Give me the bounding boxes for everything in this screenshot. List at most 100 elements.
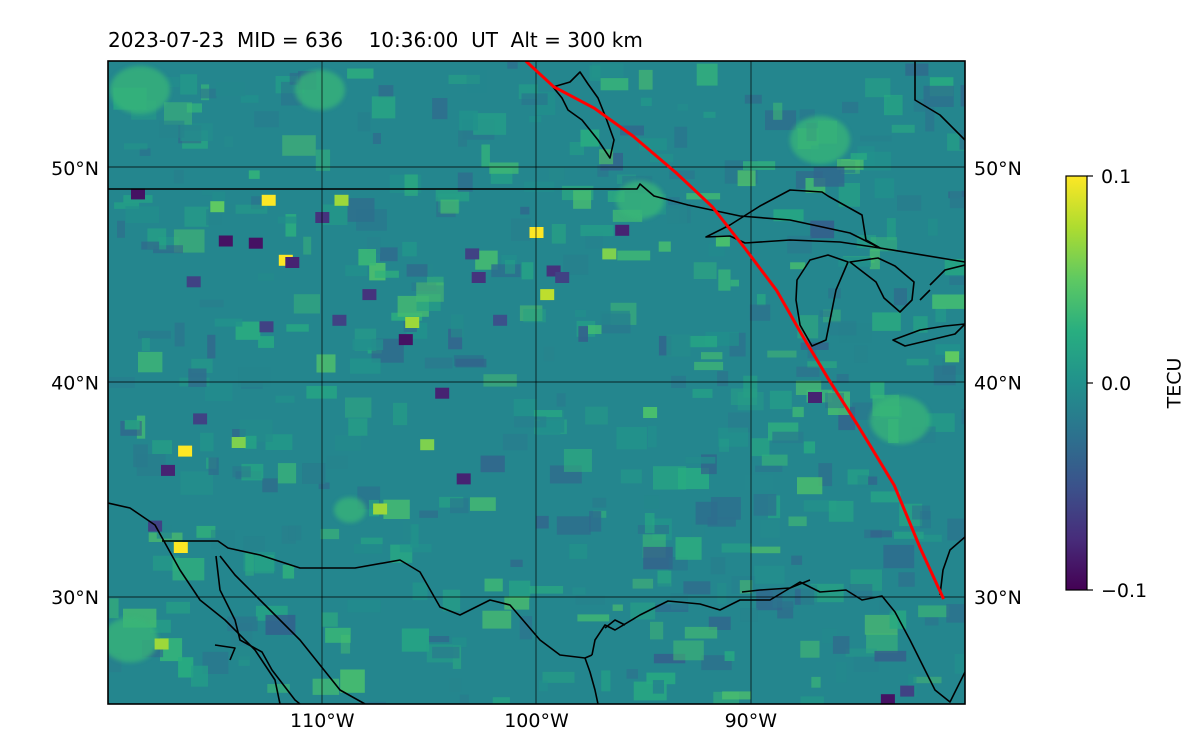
texture-cell <box>717 371 729 387</box>
texture-cell <box>811 676 821 688</box>
texture-cell <box>961 190 965 197</box>
texture-cell <box>701 352 723 360</box>
texture-cell <box>947 518 965 541</box>
texture-cell <box>597 164 609 177</box>
texture-cell <box>800 584 818 606</box>
texture-cell <box>178 657 194 678</box>
texture-cell <box>401 628 429 652</box>
texture-cell <box>669 170 695 180</box>
texture-cell <box>836 159 864 170</box>
texture-cell <box>868 476 878 485</box>
texture-cell <box>719 438 730 452</box>
texture-cell <box>138 330 171 339</box>
texture-cell <box>677 103 689 111</box>
x-tick-label: 100°W <box>504 710 569 732</box>
texture-cell <box>267 684 290 693</box>
texture-cell <box>334 435 361 451</box>
texture-cell <box>125 206 160 223</box>
texture-cell <box>960 85 965 107</box>
anomaly-cell <box>602 248 617 260</box>
texture-cell <box>580 225 614 237</box>
texture-cell <box>419 510 438 518</box>
texture-cell <box>755 465 783 472</box>
texture-cell <box>519 616 533 640</box>
texture-cell <box>172 558 205 581</box>
texture-cell <box>282 135 316 156</box>
texture-cell <box>428 636 450 643</box>
texture-cell <box>845 648 877 657</box>
anomaly-cell <box>540 289 555 301</box>
x-tick-label: 110°W <box>290 710 355 732</box>
texture-cell <box>481 144 490 167</box>
texture-cell <box>707 517 736 527</box>
texture-cell <box>761 454 788 466</box>
texture-cell <box>644 513 655 534</box>
texture-cell <box>507 61 518 69</box>
anomaly-cell <box>398 334 413 346</box>
texture-cell <box>440 199 459 214</box>
texture-cell <box>356 209 387 231</box>
texture-cell <box>918 605 950 618</box>
texture-cell <box>109 598 119 619</box>
chart-title: 2023-07-23 MID = 636 10:36:00 UT Alt = 3… <box>108 28 643 52</box>
anomaly-cell <box>259 321 274 333</box>
texture-cell <box>769 390 792 410</box>
texture-cell <box>649 153 674 163</box>
texture-cell <box>838 183 860 207</box>
texture-cell <box>675 537 702 560</box>
texture-cell <box>810 583 844 603</box>
texture-cell <box>424 263 433 277</box>
anomaly-cell <box>465 248 480 260</box>
lake-michigan <box>795 254 849 347</box>
texture-cell <box>739 580 753 594</box>
anomaly-cell <box>643 407 658 418</box>
texture-cell <box>854 345 868 363</box>
colorbar-label: TECU <box>1164 358 1186 410</box>
texture-cell <box>108 377 135 388</box>
texture-cell <box>371 96 396 119</box>
texture-cell <box>535 515 549 529</box>
map-frame <box>107 60 966 705</box>
texture-cell <box>569 142 584 156</box>
coast-mexico-east <box>584 657 599 704</box>
texture-cell <box>200 88 217 99</box>
texture-cell <box>325 627 351 643</box>
texture-cell <box>897 195 922 211</box>
texture-cell <box>792 406 804 418</box>
texture-cell <box>542 671 575 683</box>
texture-cell <box>913 99 927 112</box>
graticule <box>108 61 965 704</box>
texture-cell <box>180 123 213 141</box>
texture-cell <box>435 188 470 202</box>
texture-cell <box>751 438 770 457</box>
texture-cell <box>124 420 140 430</box>
texture-cell <box>865 78 891 98</box>
texture-cell <box>450 498 469 514</box>
texture-cell <box>569 543 588 559</box>
texture-cell <box>416 282 444 302</box>
anomaly-cell <box>420 439 435 451</box>
texture-cell <box>894 531 924 539</box>
texture-cell <box>275 395 295 403</box>
texture-cell <box>482 610 512 629</box>
texture-cell <box>737 170 756 187</box>
anomaly-cell <box>529 227 544 238</box>
anomaly-cell <box>715 235 730 247</box>
texture-cell <box>853 655 879 672</box>
texture-cell <box>184 206 209 227</box>
texture-cell <box>800 342 829 350</box>
texture-cell <box>208 457 219 475</box>
texture-cell <box>878 600 892 614</box>
texture-cell <box>362 701 386 704</box>
texture-cell <box>874 650 907 662</box>
texture-cell <box>620 125 644 136</box>
texture-cell <box>949 191 965 209</box>
texture-patch <box>108 617 158 663</box>
texture-cell <box>502 433 528 451</box>
texture-cell <box>585 232 603 249</box>
texture-cell <box>730 279 739 287</box>
texture-cell <box>803 441 816 454</box>
y-tick-label-left: 30°N <box>51 587 99 609</box>
texture-cell <box>520 206 530 215</box>
